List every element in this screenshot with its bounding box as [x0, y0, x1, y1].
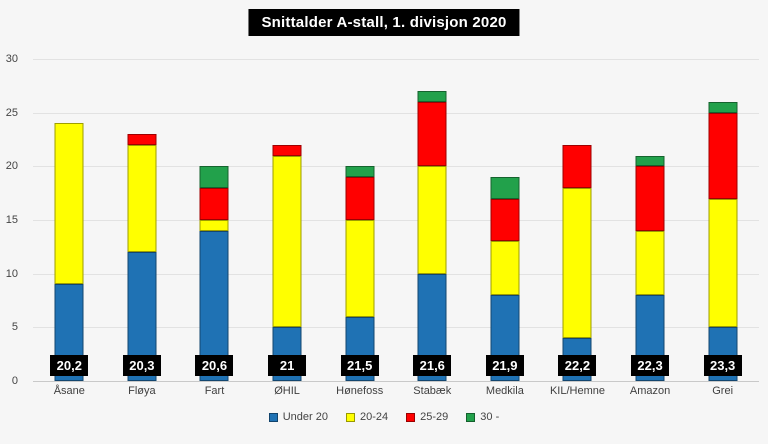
bar-segment — [635, 155, 665, 167]
y-tick-label-20: 20 — [5, 160, 18, 173]
bar-segment — [345, 177, 375, 221]
x-axis-label-9: Grei — [712, 385, 734, 397]
legend-label: Under 20 — [282, 411, 328, 423]
bar-column-8: 22,3 — [614, 59, 687, 381]
bar-segment — [490, 177, 520, 199]
legend-item-3: 30 - — [466, 411, 499, 423]
y-tick-label-5: 5 — [11, 321, 18, 334]
bar-segment — [199, 166, 229, 188]
legend-item-2: 25-29 — [406, 411, 448, 423]
y-tick-label-0: 0 — [11, 375, 18, 387]
bar-columns: 20,2 20,3 20,6 21 21,5 21,6 21,9 22,2 22,3 23,3 — [33, 59, 759, 381]
bar-value-badge: 20,3 — [122, 355, 161, 376]
y-tick-label-25: 25 — [5, 106, 18, 119]
y-tick-label-10: 10 — [5, 267, 18, 280]
bar-segment — [562, 187, 592, 339]
bar-value-badge: 21,5 — [340, 355, 379, 376]
bar-segment — [562, 144, 592, 188]
gridline-y25 — [33, 112, 759, 114]
bar-segment — [708, 198, 738, 328]
stacked-bar-9 — [708, 101, 738, 381]
bar-segment — [490, 241, 520, 296]
bar-column-9: 23,3 — [686, 59, 759, 381]
bar-value-badge: 22,3 — [631, 355, 670, 376]
bar-value-badge: 21,9 — [485, 355, 524, 376]
stacked-bar-3 — [272, 144, 302, 381]
x-axis-label-2: Fart — [204, 385, 225, 397]
stacked-bar-8 — [635, 155, 665, 381]
legend-swatch — [268, 412, 278, 422]
plot-area: 0 5 10 15 20 25 30 20,2 20,3 20,6 21 21,5 21,6 21,9 22… — [6, 53, 759, 387]
bar-segment — [417, 101, 447, 167]
gridline-y0 — [33, 381, 759, 382]
bar-column-0: 20,2 — [33, 59, 106, 381]
stacked-bar-7 — [562, 144, 592, 381]
bar-segment — [54, 123, 84, 285]
x-axis-label-4: Hønefoss — [336, 385, 384, 397]
x-axis-label-7: KIL/Hemne — [549, 385, 605, 397]
bar-segment — [272, 155, 302, 328]
bar-value-badge: 20,6 — [195, 355, 234, 376]
gridline-y15 — [33, 220, 759, 221]
legend-label: 20-24 — [360, 411, 389, 423]
chart-title: Snittalder A-stall, 1. divisjon 2020 — [248, 9, 520, 36]
stacked-bar-0 — [54, 123, 84, 381]
bar-value-badge: 23,3 — [703, 355, 742, 376]
legend-swatch — [466, 412, 476, 422]
legend-item-0: Under 20 — [268, 411, 328, 423]
bar-segment — [635, 230, 665, 296]
bar-segment — [345, 166, 375, 178]
bar-segment — [417, 91, 447, 102]
bar-segment — [199, 220, 229, 231]
legend-label: 25-29 — [420, 411, 449, 423]
bar-value-badge: 22,2 — [558, 355, 597, 376]
bar-column-2: 20,6 — [178, 59, 251, 381]
x-axis-labels: Åsane Fløya Fart ØHIL Hønefoss Stabæk Medkila K… — [33, 385, 759, 397]
bar-value-badge: 20,2 — [50, 355, 89, 376]
legend-label: 30 - — [480, 411, 500, 423]
x-axis-label-1: Fløya — [128, 385, 156, 397]
bar-segment — [635, 166, 665, 231]
bar-column-5: 21,6 — [396, 59, 469, 381]
legend-swatch — [406, 412, 416, 422]
stacked-bar-6 — [490, 177, 520, 381]
gridline-y20 — [33, 166, 759, 168]
bar-column-1: 20,3 — [106, 59, 179, 381]
legend-item-1: 20-24 — [346, 411, 388, 423]
bar-column-6: 21,9 — [469, 59, 542, 381]
bar-column-7: 22,2 — [541, 59, 614, 381]
x-axis-label-5: Stabæk — [413, 385, 452, 397]
bar-segment — [272, 144, 302, 156]
y-tick-label-30: 30 — [5, 53, 18, 65]
bar-column-3: 21 — [251, 59, 324, 381]
stacked-bar-1 — [127, 134, 157, 381]
gridline-y5 — [33, 327, 759, 329]
bar-segment — [417, 166, 447, 274]
stacked-bar-4 — [345, 166, 375, 381]
bar-segment — [127, 144, 157, 253]
bar-segment — [490, 198, 520, 242]
bar-value-badge: 21 — [268, 355, 307, 376]
bar-segment — [199, 187, 229, 221]
legend: Under 20 20-24 25-29 30 - — [0, 411, 768, 423]
x-axis-label-0: Åsane — [53, 385, 85, 397]
legend-swatch — [346, 412, 355, 422]
bar-segment — [345, 220, 375, 317]
x-axis-label-8: Amazon — [629, 385, 671, 397]
bar-segment — [708, 101, 738, 113]
gridline-y30 — [33, 59, 759, 60]
stacked-bar-5 — [417, 91, 447, 381]
bar-segment — [708, 112, 738, 199]
x-axis-label-6: Medkila — [485, 385, 524, 397]
bar-column-4: 21,5 — [323, 59, 396, 381]
x-axis-label-3: ØHIL — [274, 385, 300, 397]
bar-value-badge: 21,6 — [413, 355, 452, 376]
bar-segment — [127, 134, 157, 145]
stacked-bar-2 — [199, 166, 229, 381]
gridline-y10 — [33, 273, 759, 275]
y-tick-label-15: 15 — [5, 214, 18, 226]
